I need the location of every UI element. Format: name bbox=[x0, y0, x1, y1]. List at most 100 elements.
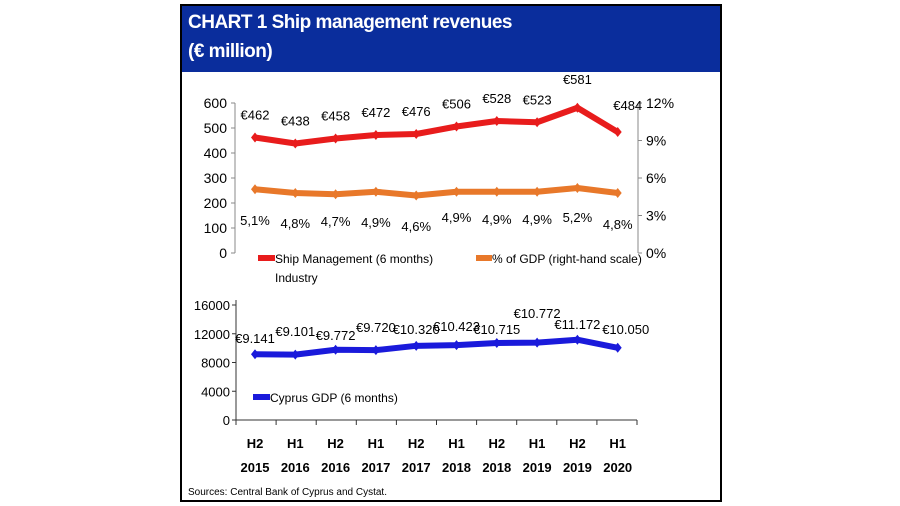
x-tick-label-half: H2 bbox=[327, 436, 344, 451]
right-tick-label: 6% bbox=[646, 170, 666, 186]
cyprus-gdp-point bbox=[613, 342, 622, 353]
x-tick-label-half: H1 bbox=[287, 436, 304, 451]
x-tick-label-year: 2017 bbox=[402, 460, 431, 475]
x-tick-label-year: 2015 bbox=[241, 460, 270, 475]
x-tick-label-year: 2017 bbox=[361, 460, 390, 475]
left-tick-label: 0 bbox=[223, 413, 230, 428]
ship-management-data-label: €458 bbox=[321, 109, 350, 124]
gdp-share-point bbox=[613, 188, 622, 198]
gdp-share-point bbox=[371, 186, 380, 197]
x-tick-label-half: H2 bbox=[488, 436, 505, 451]
gdp-share-point bbox=[533, 186, 542, 197]
right-tick-label: 9% bbox=[646, 133, 666, 149]
ship-management-point bbox=[492, 116, 501, 126]
left-tick-label: 200 bbox=[204, 195, 228, 211]
cyprus-gdp-data-label: €11.172 bbox=[554, 317, 600, 332]
chart-frame bbox=[180, 4, 722, 502]
ship-management-data-label: €476 bbox=[402, 104, 431, 119]
left-tick-label: 100 bbox=[204, 220, 228, 236]
ship-management-point bbox=[251, 132, 259, 143]
left-tick-label: 500 bbox=[204, 120, 228, 136]
left-tick-label: 300 bbox=[204, 170, 228, 186]
gdp-share-line bbox=[254, 185, 619, 199]
x-tick-label-year: 2019 bbox=[523, 460, 552, 475]
ship-management-data-label: €523 bbox=[523, 92, 552, 107]
x-tick-label-half: H1 bbox=[529, 436, 546, 451]
gdp-share-point bbox=[412, 190, 421, 201]
gdp-share-data-label: 4,9% bbox=[442, 210, 472, 225]
right-tick-label: 3% bbox=[646, 208, 666, 224]
cyprus-gdp-data-label: €10.320 bbox=[393, 322, 440, 337]
source-note: Sources: Central Bank of Cyprus and Cyst… bbox=[188, 487, 387, 498]
ship-management-point bbox=[331, 133, 340, 144]
gdp-share-data-label: 4,9% bbox=[361, 215, 391, 230]
gdp-share-point bbox=[573, 183, 582, 193]
gdp-share-point bbox=[452, 186, 461, 197]
ship-management-point bbox=[573, 102, 582, 113]
ship-management-data-label: €528 bbox=[482, 91, 511, 106]
cyprus-gdp-data-label: €9.101 bbox=[275, 324, 315, 339]
x-tick-label-year: 2020 bbox=[603, 460, 632, 475]
x-tick-label-year: 2018 bbox=[442, 460, 471, 475]
right-tick-label: 12% bbox=[646, 95, 674, 111]
gdp-share-point bbox=[291, 188, 300, 198]
ship-management-data-label: €484 bbox=[613, 98, 642, 113]
ship-management-data-label: €438 bbox=[281, 114, 310, 129]
gdp-share-data-label: 4,9% bbox=[522, 212, 552, 227]
chart-unit: (€ million) bbox=[188, 41, 273, 62]
x-tick-label-half: H1 bbox=[368, 436, 385, 451]
ship-management-point bbox=[291, 138, 300, 149]
gdp-share-point bbox=[251, 184, 259, 195]
cyprus-gdp-point bbox=[412, 340, 421, 351]
x-tick-label-year: 2016 bbox=[321, 460, 350, 475]
left-tick-label: 16000 bbox=[194, 298, 230, 313]
gdp-share-data-label: 5,2% bbox=[563, 210, 593, 225]
x-tick-label-year: 2016 bbox=[281, 460, 310, 475]
cyprus-gdp-point bbox=[291, 349, 300, 360]
gdp-share-data-label: 4,8% bbox=[603, 217, 633, 232]
legend-ship-management-label: Ship Management (6 months) bbox=[275, 252, 433, 266]
cyprus-gdp-point bbox=[251, 349, 259, 360]
chart-header: CHART 1 Ship management revenues (€ mill… bbox=[182, 6, 720, 72]
left-tick-label: 4000 bbox=[201, 384, 230, 399]
gdp-share-data-label: 5,1% bbox=[240, 213, 270, 228]
x-tick-label-half: H1 bbox=[448, 436, 465, 451]
chart-title: CHART 1 Ship management revenues bbox=[188, 12, 512, 33]
ship-management-point bbox=[412, 129, 421, 139]
x-tick-label-half: H2 bbox=[569, 436, 586, 451]
ship-management-data-label: €581 bbox=[563, 72, 592, 87]
gdp-share-data-label: 4,7% bbox=[321, 214, 351, 229]
left-tick-label: 0 bbox=[219, 245, 227, 261]
gdp-share-point bbox=[331, 189, 340, 200]
ship-management-data-label: €472 bbox=[361, 105, 390, 120]
cyprus-gdp-point bbox=[331, 344, 340, 355]
cyprus-gdp-data-label: €9.720 bbox=[356, 320, 396, 335]
left-tick-label: 600 bbox=[204, 95, 228, 111]
cyprus-gdp-data-label: €10.050 bbox=[602, 322, 649, 337]
cyprus-gdp-point bbox=[492, 337, 501, 348]
left-tick-label: 12000 bbox=[194, 327, 230, 342]
gdp-share-point bbox=[492, 186, 501, 197]
x-tick-label-half: H1 bbox=[609, 436, 626, 451]
cyprus-gdp-line bbox=[254, 336, 619, 358]
ship-management-data-label: €506 bbox=[442, 97, 471, 112]
cyprus-gdp-point bbox=[573, 334, 582, 345]
cyprus-gdp-point bbox=[371, 345, 380, 356]
right-tick-label: 0% bbox=[646, 245, 666, 261]
ship-management-line bbox=[254, 104, 620, 147]
ship-management-point bbox=[452, 121, 461, 132]
legend-gdp-share-label: % of GDP (right-hand scale) bbox=[492, 252, 642, 266]
cyprus-gdp-point bbox=[533, 337, 542, 348]
gdp-share-data-label: 4,8% bbox=[280, 216, 310, 231]
left-tick-label: 8000 bbox=[201, 356, 230, 371]
ship-management-data-label: €462 bbox=[241, 108, 270, 123]
left-tick-label: 400 bbox=[204, 145, 228, 161]
gdp-share-data-label: 4,9% bbox=[482, 212, 512, 227]
cyprus-gdp-data-label: €10.772 bbox=[514, 306, 561, 321]
x-tick-label-half: H2 bbox=[408, 436, 425, 451]
ship-management-point bbox=[533, 117, 542, 128]
x-tick-label-year: 2019 bbox=[563, 460, 592, 475]
gdp-share-data-label: 4,6% bbox=[401, 219, 431, 234]
legend-cyprus-gdp-label: Cyprus GDP (6 months) bbox=[270, 391, 398, 405]
